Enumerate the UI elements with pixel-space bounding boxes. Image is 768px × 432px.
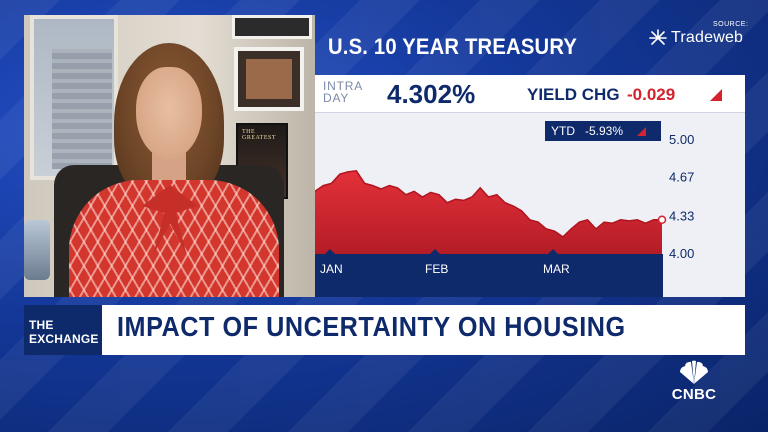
ytd-badge: YTD -5.93% [545, 121, 661, 141]
y-tick-label: 5.00 [669, 132, 694, 147]
desk-object [24, 220, 50, 280]
office-window [30, 15, 118, 180]
y-tick-label: 4.00 [669, 246, 694, 261]
city-building [52, 49, 112, 169]
ytd-label: YTD [551, 124, 575, 138]
x-tick-label: FEB [425, 262, 448, 276]
x-tick-marker [548, 249, 558, 254]
source-label: SOURCE: [713, 21, 749, 28]
yield-chart-svg: JAN FEB MAR 5.00 4.67 4.33 4.00 [315, 132, 694, 297]
source-logo: Tradeweb [648, 28, 743, 48]
intraday-label-line2: DAY [323, 91, 350, 105]
x-tick-marker [325, 249, 335, 254]
wall-frame [232, 15, 312, 39]
show-name-line2: EXCHANGE [29, 332, 99, 346]
yield-value: 4.302% [387, 79, 476, 109]
down-arrow-icon [710, 89, 722, 101]
x-tick-label: JAN [320, 262, 343, 276]
intraday-label: INTRA DAY [323, 80, 363, 104]
network-logo: CNBC [666, 360, 722, 408]
yield-change-label: YIELD CHG [527, 85, 620, 104]
guest-video-feed: THE GREATEST [24, 15, 315, 297]
headline: IMPACT OF UNCERTAINTY ON HOUSING [117, 311, 626, 342]
yield-change-value: -0.029 [627, 85, 676, 104]
y-tick-label: 4.67 [669, 170, 694, 185]
guest-face [136, 67, 202, 159]
intraday-label-line1: INTRA [323, 79, 363, 93]
peacock-icon [680, 360, 708, 384]
treasury-title: U.S. 10 YEAR TREASURY [328, 34, 578, 59]
x-axis-band [315, 254, 663, 297]
lower-third-banner [24, 305, 745, 355]
show-name-line1: THE [29, 318, 54, 332]
source-name: Tradeweb [671, 29, 744, 46]
network-name: CNBC [671, 386, 717, 403]
down-arrow-icon [637, 126, 647, 136]
wall-photo-frame [234, 47, 304, 111]
y-tick-label: 4.33 [669, 208, 694, 223]
x-tick-label: MAR [543, 262, 570, 276]
yield-line [315, 169, 662, 238]
x-tick-marker [430, 249, 440, 254]
poster-text: THE GREATEST [242, 129, 276, 141]
ytd-value: -5.93% [585, 124, 624, 138]
tradeweb-icon [648, 28, 668, 48]
quote-bar: INTRA DAY 4.302% YIELD CHG -0.029 [315, 75, 745, 113]
current-point [657, 215, 667, 225]
show-badge: THE EXCHANGE [24, 305, 102, 355]
yield-chart: JAN FEB MAR 5.00 4.67 4.33 4.00 YTD -5.93% [315, 113, 745, 297]
